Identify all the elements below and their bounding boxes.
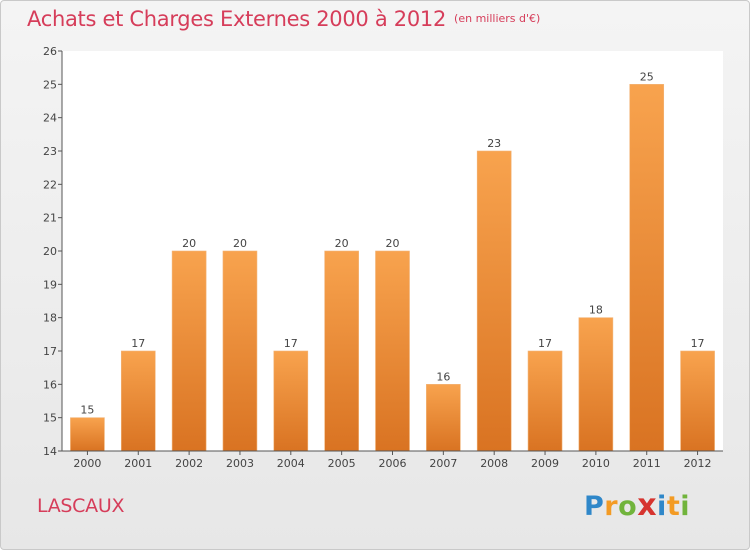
x-tick-label: 2007 (429, 457, 457, 470)
bar-2012 (680, 350, 715, 452)
x-tick-label: 2005 (328, 457, 356, 470)
logo-letter: o (618, 491, 638, 522)
proxiti-logo: Proxiti (584, 488, 690, 523)
bar-2006 (375, 250, 410, 452)
y-tick-label: 16 (43, 378, 57, 391)
logo-letter: i (680, 491, 690, 522)
x-tick-label: 2006 (379, 457, 407, 470)
logo-letter: r (604, 491, 619, 522)
data-label: 20 (182, 237, 196, 250)
data-label: 17 (691, 337, 705, 350)
x-tick-label: 2010 (582, 457, 610, 470)
bar-2010 (578, 317, 614, 452)
data-label: 17 (538, 337, 552, 350)
y-tick-label: 23 (43, 145, 57, 158)
data-label: 17 (284, 337, 298, 350)
bar-2002 (171, 250, 207, 452)
logo-letter: t (666, 491, 681, 522)
y-tick-label: 19 (43, 278, 57, 291)
bars-group (70, 84, 715, 452)
bar-2003 (222, 250, 258, 452)
data-label: 20 (233, 237, 247, 250)
chart-unit: (en milliers d'€) (454, 12, 541, 25)
y-tick-label: 20 (43, 245, 57, 258)
x-tick-label: 2001 (124, 457, 152, 470)
bar-2005 (324, 250, 359, 452)
y-tick-label: 18 (43, 312, 57, 325)
x-tick-label: 2011 (633, 457, 661, 470)
data-label: 17 (131, 337, 145, 350)
y-tick-label: 17 (43, 345, 57, 358)
y-tick-label: 24 (43, 112, 57, 125)
y-tick-label: 22 (43, 178, 57, 191)
data-label: 16 (436, 370, 450, 383)
chart-title: Achats et Charges Externes 2000 à 2012 (e… (27, 7, 540, 31)
data-label: 25 (640, 70, 654, 83)
x-tick-label: 2003 (226, 457, 254, 470)
data-label: 23 (487, 137, 501, 150)
logo-letter: P (584, 491, 605, 522)
x-tick-label: 2004 (277, 457, 305, 470)
bar-2008 (476, 150, 512, 452)
logo-letter: i (657, 491, 667, 522)
y-tick-label: 25 (43, 78, 57, 91)
x-tick-label: 2002 (175, 457, 203, 470)
data-label: 15 (80, 404, 94, 417)
chart-title-text: Achats et Charges Externes 2000 à 2012 (27, 7, 447, 31)
y-tick-label: 15 (43, 412, 57, 425)
x-tick-label: 2012 (684, 457, 712, 470)
y-tick-label: 26 (43, 45, 57, 58)
logo-letter: x (637, 488, 658, 523)
bar-2009 (527, 350, 563, 452)
bar-2011 (629, 84, 665, 452)
y-axis: 14 15 16 17 18 19 20 21 22 23 24 25 26 (43, 45, 63, 458)
data-label: 20 (335, 237, 349, 250)
x-tick-label: 2000 (73, 457, 101, 470)
data-labels-group: 15 17 20 20 17 20 20 16 23 17 18 25 17 (80, 70, 704, 416)
bar-2000 (70, 417, 105, 452)
data-label: 18 (589, 304, 603, 317)
bar-2001 (120, 350, 156, 452)
y-tick-label: 21 (43, 212, 57, 225)
bar-2007 (426, 384, 461, 452)
x-tick-label: 2008 (480, 457, 508, 470)
bar-2004 (273, 350, 309, 452)
data-label: 20 (386, 237, 400, 250)
x-tick-label: 2009 (531, 457, 559, 470)
x-axis: 2000 2001 2002 2003 2004 2005 2006 2007 2008 2009… (62, 450, 723, 470)
y-tick-label: 14 (43, 445, 57, 458)
commune-name: LASCAUX (37, 495, 125, 517)
